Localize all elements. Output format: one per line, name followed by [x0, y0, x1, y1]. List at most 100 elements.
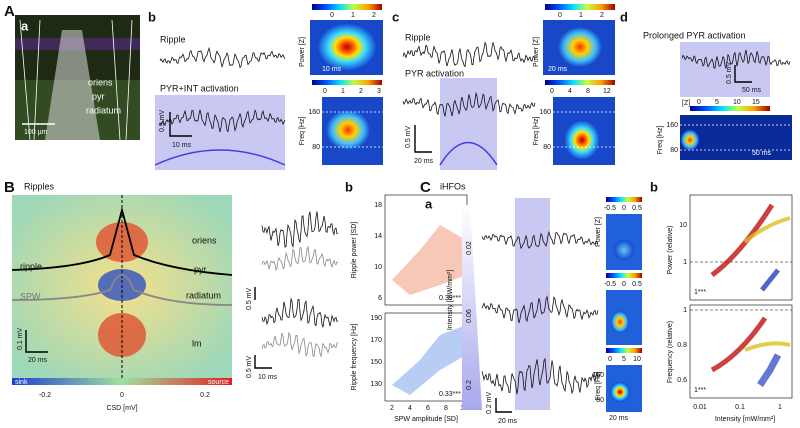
axis-label: Power [Z] [595, 217, 602, 247]
tick-label: 0 [550, 88, 554, 95]
ripple-profile [11, 206, 233, 276]
trace [159, 109, 286, 133]
stim-envelope [439, 141, 498, 166]
tick-label: 2 [600, 12, 604, 19]
tick-label: 160 [592, 372, 604, 379]
tick-label: 150 [370, 359, 382, 366]
tick-label: 1 [579, 12, 583, 19]
tick-label: 10 [633, 356, 641, 363]
tick-label: 190 [370, 315, 382, 322]
scale-label: 20 ms [414, 158, 434, 165]
tick-label: 1 [683, 259, 687, 266]
panel-title: Ripples [24, 181, 55, 191]
tick-label: 1 [683, 307, 687, 314]
curve [710, 316, 768, 373]
axis-label: Power [Z] [299, 37, 306, 67]
spw-profile [11, 274, 233, 306]
panel-label: a [425, 196, 433, 211]
heatmap-blob [681, 130, 699, 150]
scale-label: 20 ms [609, 415, 629, 422]
tick-label: 6 [426, 405, 430, 412]
trace-group [159, 41, 791, 395]
colorbar [690, 106, 770, 111]
tick-label: 0 [330, 12, 334, 19]
tick-label: 8 [586, 88, 590, 95]
axis-label: Ripple power [SD] [351, 222, 358, 278]
light-cone [45, 30, 100, 140]
layer-label: lm [192, 338, 202, 348]
scale-label: 20 ms [498, 418, 518, 425]
tick-label: 0 [608, 356, 612, 363]
scale-label: 0.5 mV [405, 125, 412, 148]
tick-label: 1 [778, 404, 782, 411]
tick-label: 8 [444, 405, 448, 412]
plot-frame [689, 194, 793, 301]
colorbar [606, 348, 642, 353]
tick-label: 160 [666, 122, 678, 129]
tick-label: 2 [372, 12, 376, 19]
scale-bar [495, 398, 512, 413]
axis-label: Freq [Hz] [595, 372, 602, 401]
panel-label: c [392, 9, 399, 24]
tick-label: 12 [603, 88, 611, 95]
panel-label: b [345, 179, 353, 194]
grid-line [680, 124, 792, 151]
band [392, 325, 466, 395]
tick-label: 10 [679, 222, 687, 229]
trace [261, 297, 339, 328]
tick-label: 0.01 [693, 404, 707, 411]
intensity-label: 0.02 [466, 241, 473, 255]
band [392, 225, 466, 295]
scale-label: 10 ms [258, 374, 278, 381]
tick-label: 1 [341, 88, 345, 95]
scale-label: 0.5 mV [246, 287, 253, 310]
scale-label: 0.5 mV [159, 109, 166, 132]
plot-frame [689, 304, 793, 399]
axis-label: Frequency (relative) [667, 321, 674, 383]
stat-label: 1*** [694, 387, 706, 394]
layer-label: oriens [192, 235, 217, 245]
scale-bar [169, 112, 192, 137]
scale-bar [734, 65, 752, 83]
scale-label: 50 ms [752, 150, 772, 157]
tick-label: 80 [596, 397, 604, 404]
probe-outline [19, 19, 133, 141]
scale-bar [254, 355, 272, 369]
tick-label: 0.5 [632, 281, 642, 288]
scale-label: 50 ms [742, 87, 762, 94]
colorbar [312, 80, 382, 85]
panel-label: b [148, 9, 156, 24]
tick-label: 80 [312, 144, 320, 151]
stim-shade [680, 42, 770, 97]
stat-label: 1*** [694, 289, 706, 296]
heatmap-blob [564, 120, 600, 160]
heatmap-blob [558, 27, 602, 67]
layer-label: pyr [92, 91, 105, 101]
tick-label: 0.1 [735, 404, 745, 411]
intensity-label: 0.06 [466, 309, 473, 323]
trace [261, 211, 339, 248]
stim-envelope [154, 149, 286, 166]
trace [261, 245, 339, 271]
scale-label: 0.2 mV [486, 391, 493, 414]
tick-label: 15 [752, 99, 760, 106]
axis-label: Intensity [mW/mm²] [447, 270, 454, 330]
colorbar [12, 378, 232, 385]
layer-label: SPW [20, 291, 41, 301]
tick-label: 10 [733, 99, 741, 106]
tick-label: 80 [670, 147, 678, 154]
tick-label: 10 [374, 264, 382, 271]
axis-label: Freq [Hz] [533, 117, 540, 146]
tick-label: 130 [370, 381, 382, 388]
tick-label: 3 [377, 88, 381, 95]
tick-label: 80 [543, 144, 551, 151]
colorbar-label: source [208, 379, 229, 386]
trace [481, 231, 599, 250]
trace-label: Ripple [160, 34, 186, 44]
colorbar [606, 197, 642, 202]
scale-label: 100 µm [24, 129, 48, 136]
stim-shade [440, 78, 497, 170]
tick-label: 0 [323, 88, 327, 95]
